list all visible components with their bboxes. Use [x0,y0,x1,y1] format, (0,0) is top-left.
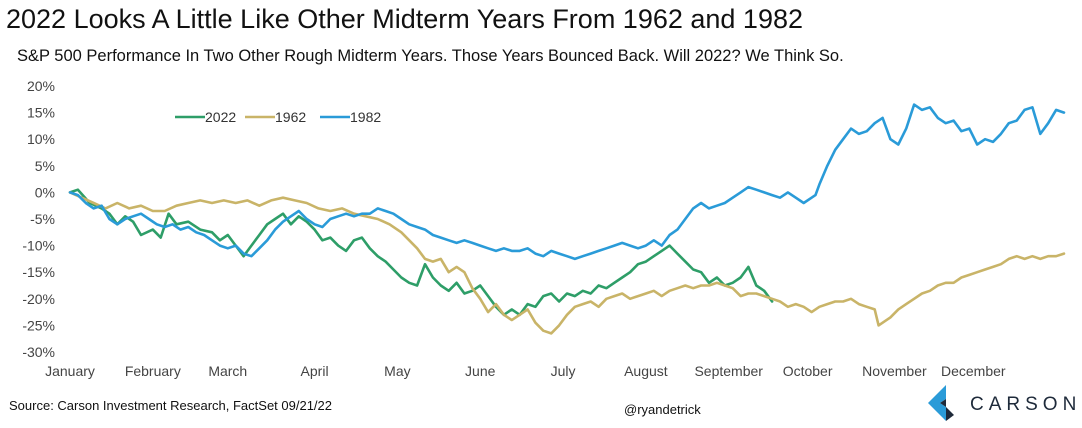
x-tick-label: August [624,363,668,379]
series-line-1962 [68,191,1066,335]
x-tick-label: October [783,363,833,379]
x-tick-label: November [862,363,927,379]
y-tick-label: 0% [35,184,55,200]
y-tick-label: 15% [27,105,55,121]
y-tick-label: -10% [22,238,55,254]
legend-label-1962: 1962 [275,109,306,125]
carson-logo-icon [928,385,954,421]
legend-label-2022: 2022 [205,109,236,125]
series-line-2022 [68,188,774,317]
chart-subtitle: S&P 500 Performance In Two Other Rough M… [17,47,844,65]
y-tick-label: -5% [30,211,55,227]
x-tick-label: April [301,363,329,379]
y-tick-label: 5% [35,158,55,174]
carson-logo: CARSON [926,383,1076,423]
series-line-1982 [68,103,1066,261]
x-tick-label: May [384,363,410,379]
legend: 2022 1962 1982 [175,109,381,125]
legend-label-1982: 1982 [350,109,381,125]
x-tick-label: July [551,363,576,379]
x-tick-label: September [694,363,763,379]
x-tick-label: June [465,363,496,379]
y-tick-label: -25% [22,317,55,333]
y-tick-label: 20% [27,78,55,94]
y-tick-label: -15% [22,264,55,280]
x-tick-label: January [45,363,95,379]
series-layer [68,103,1066,335]
axis-layer: 20% 15% 10% 5% 0% -5% -10% -15% -20% -25% -30% Janu… [22,78,1006,379]
y-tick-label: -20% [22,291,55,307]
source-note: Source: Carson Investment Research, Fact… [9,398,333,413]
y-tick-label: 10% [27,131,55,147]
carson-logo-text: CARSON [970,394,1082,415]
y-tick-label: -30% [22,344,55,360]
x-tick-label: December [941,363,1006,379]
author-handle: @ryandetrick [624,402,701,417]
chart-title: 2022 Looks A Little Like Other Midterm Y… [6,4,803,34]
x-tick-label: February [125,363,181,379]
x-tick-label: March [208,363,247,379]
